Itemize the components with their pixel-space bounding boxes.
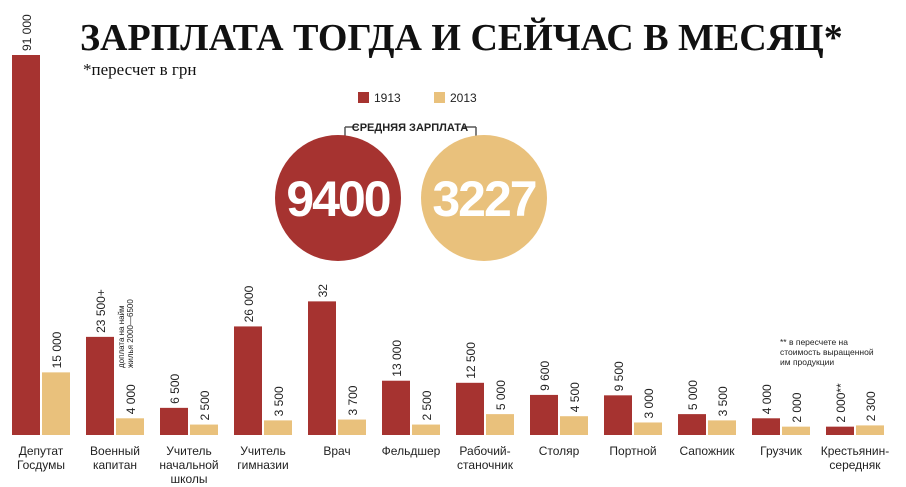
bar — [856, 425, 884, 435]
bar — [116, 418, 144, 435]
bar — [530, 394, 558, 435]
value-label: 4 000 — [124, 384, 138, 414]
x-tick-label: Грузчик — [760, 444, 802, 458]
averages-title: СРЕДНЯЯ ЗАРПЛАТА — [352, 122, 468, 134]
bar — [560, 416, 588, 435]
average-value: 9400 — [286, 171, 389, 227]
bar — [486, 414, 514, 435]
value-label: 5 000 — [494, 380, 508, 410]
bar — [190, 424, 218, 435]
value-label: 3 500 — [272, 386, 286, 416]
value-label: 2 000 — [790, 392, 804, 422]
value-label: 9 600 — [538, 361, 552, 391]
value-label: 5 000 — [686, 380, 700, 410]
value-label: 3 000 — [642, 388, 656, 418]
chart-title: ЗАРПЛАТА ТОГДА И СЕЙЧАС В МЕСЯЦ* — [80, 17, 843, 59]
bar — [12, 55, 40, 435]
x-tick-label: Сапожник — [679, 444, 735, 458]
x-tick-label: Учитель гимназии — [237, 444, 288, 472]
x-tick-label: Фельдшер — [382, 444, 441, 458]
bar — [604, 395, 632, 435]
x-tick-label: Столяр — [539, 444, 580, 458]
value-label: 2 300 — [864, 391, 878, 421]
value-label: 4 000 — [760, 384, 774, 414]
bar — [782, 426, 810, 435]
value-label: 9 500 — [612, 361, 626, 391]
bar — [308, 301, 336, 435]
bar — [42, 372, 70, 435]
x-tick-label: Крестьянин-середняк — [821, 444, 890, 472]
value-label: 3 700 — [346, 385, 360, 415]
x-tick-label: Военный капитан — [90, 444, 140, 472]
x-tick-label: Депутат Госдумы — [17, 444, 65, 472]
average-circle — [275, 135, 401, 261]
bar — [86, 336, 114, 435]
value-label: 13 000 — [390, 340, 404, 377]
bar — [826, 426, 854, 435]
bar — [382, 380, 410, 435]
value-label: 91 000 — [20, 14, 34, 51]
value-label: 6 500 — [168, 374, 182, 404]
value-label: 26 000 — [242, 285, 256, 322]
bar — [634, 422, 662, 435]
bar — [264, 420, 292, 435]
value-label: 4 500 — [568, 382, 582, 412]
bar — [338, 419, 366, 435]
legend-label: 1913 — [374, 91, 401, 105]
x-tick-label: Учитель начальной школы — [159, 444, 218, 486]
value-label: 2 500 — [198, 390, 212, 420]
value-label: 23 500+ — [94, 289, 108, 333]
bar — [708, 420, 736, 435]
value-label: 2 500 — [420, 390, 434, 420]
annotation: ** в пересчете на стоимость выращенной им … — [780, 337, 874, 367]
annotation: доплата на наймжилья 2000—6500 — [117, 299, 135, 368]
value-label: 3 500 — [716, 386, 730, 416]
x-tick-label: Рабочий-станочник — [457, 444, 514, 472]
value-label: 15 000 — [50, 331, 64, 368]
value-label: 2 000** — [834, 383, 848, 423]
bar — [752, 418, 780, 435]
average-circle — [421, 135, 547, 261]
bar — [160, 407, 188, 435]
bar — [678, 414, 706, 435]
legend-swatch — [434, 92, 445, 103]
x-tick-label: Портной — [609, 444, 656, 458]
average-value: 3227 — [432, 171, 535, 227]
chart-subtitle: *пересчет в грн — [83, 60, 196, 79]
value-label: 32 — [316, 284, 330, 298]
bar — [234, 326, 262, 435]
bar — [412, 424, 440, 435]
value-label: 12 500 — [464, 342, 478, 379]
x-tick-label: Врач — [323, 444, 350, 458]
legend-label: 2013 — [450, 91, 477, 105]
bar — [456, 382, 484, 435]
legend-swatch — [358, 92, 369, 103]
